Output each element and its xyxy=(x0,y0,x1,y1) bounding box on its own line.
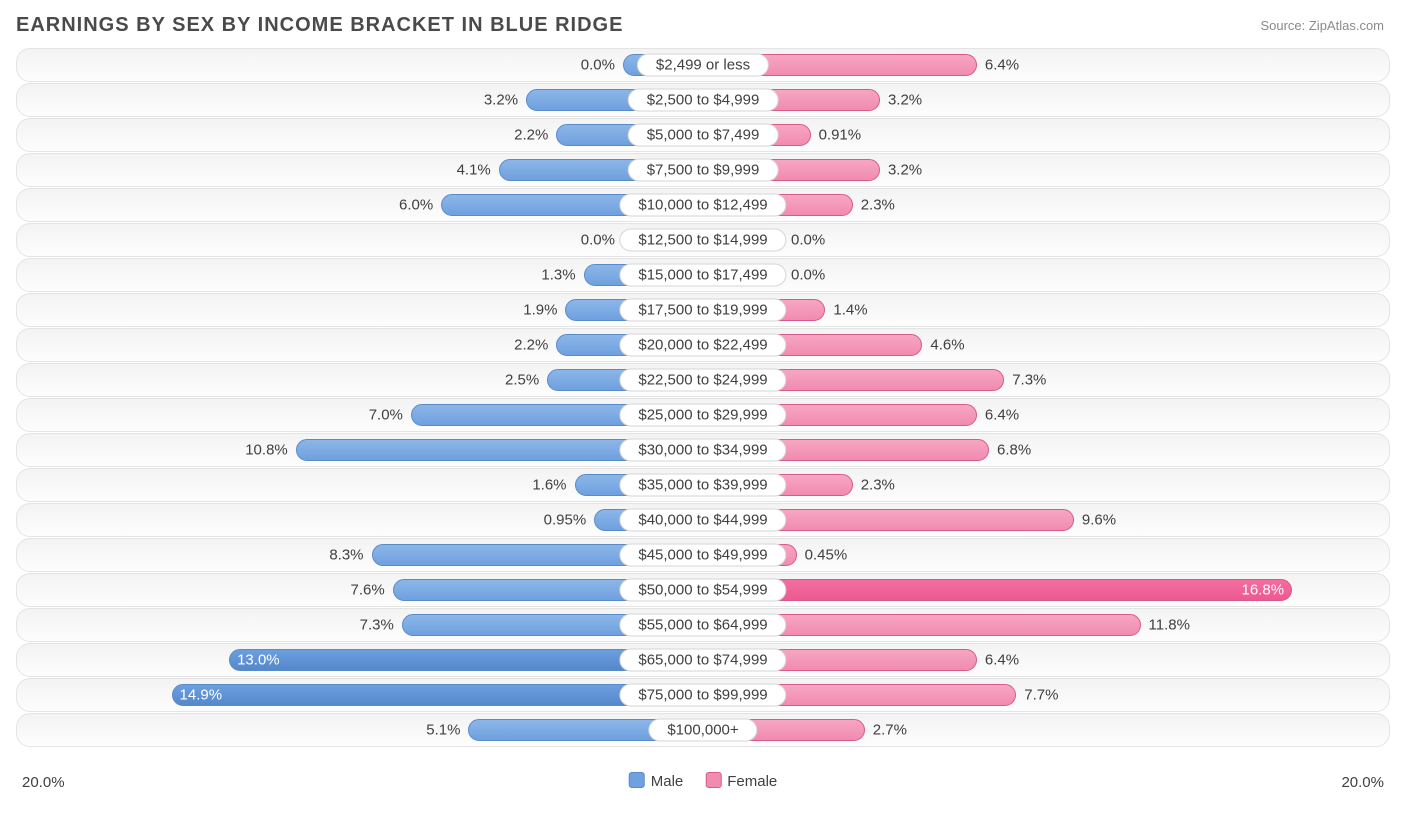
female-value: 7.7% xyxy=(1024,687,1058,704)
bar-row: $25,000 to $29,999 7.0% 6.4% xyxy=(16,398,1390,432)
female-value: 6.4% xyxy=(985,652,1019,669)
bar-row: $2,499 or less 0.0% 6.4% xyxy=(16,48,1390,82)
bar-row: $40,000 to $44,999 0.95% 9.6% xyxy=(16,503,1390,537)
legend-male-label: Male xyxy=(651,773,684,790)
legend-female-label: Female xyxy=(727,773,777,790)
bar-row: $15,000 to $17,499 1.3% 0.0% xyxy=(16,258,1390,292)
bracket-label: $30,000 to $34,999 xyxy=(619,439,786,462)
male-value: 1.9% xyxy=(523,302,557,319)
bracket-label: $2,500 to $4,999 xyxy=(628,89,779,112)
female-value: 16.8% xyxy=(1242,582,1285,599)
female-value: 0.45% xyxy=(805,547,848,564)
female-value: 2.3% xyxy=(861,197,895,214)
chart-title: EARNINGS BY SEX BY INCOME BRACKET IN BLU… xyxy=(16,14,623,37)
bracket-label: $45,000 to $49,999 xyxy=(619,544,786,567)
bar-row: $45,000 to $49,999 8.3% 0.45% xyxy=(16,538,1390,572)
diverging-bar-chart: $2,499 or less 0.0% 6.4% $2,500 to $4,999 3.… xyxy=(16,48,1390,758)
female-value: 0.91% xyxy=(819,127,862,144)
legend: Male Female xyxy=(629,772,778,790)
legend-male: Male xyxy=(629,772,684,790)
bar-row: $12,500 to $14,9990.0%0.0% xyxy=(16,223,1390,257)
male-value: 7.0% xyxy=(369,407,403,424)
bar-row: $10,000 to $12,499 6.0% 2.3% xyxy=(16,188,1390,222)
legend-swatch-male xyxy=(629,772,645,788)
bracket-label: $7,500 to $9,999 xyxy=(628,159,779,182)
bracket-label: $10,000 to $12,499 xyxy=(619,194,786,217)
male-value: 13.0% xyxy=(237,652,280,669)
female-bar xyxy=(703,579,1292,601)
source-attribution: Source: ZipAtlas.com xyxy=(1260,18,1384,33)
male-value: 4.1% xyxy=(457,162,491,179)
bar-row: $20,000 to $22,499 2.2% 4.6% xyxy=(16,328,1390,362)
bracket-label: $75,000 to $99,999 xyxy=(619,684,786,707)
female-value: 11.8% xyxy=(1149,617,1190,634)
bracket-label: $50,000 to $54,999 xyxy=(619,579,786,602)
bar-row: $55,000 to $64,999 7.3% 11.8% xyxy=(16,608,1390,642)
female-value: 2.7% xyxy=(873,722,907,739)
male-value: 5.1% xyxy=(426,722,460,739)
female-value: 0.0% xyxy=(791,267,825,284)
bar-row: $30,000 to $34,999 10.8% 6.8% xyxy=(16,433,1390,467)
bracket-label: $55,000 to $64,999 xyxy=(619,614,786,637)
female-value: 0.0% xyxy=(791,232,825,249)
male-value: 8.3% xyxy=(329,547,363,564)
bar-row: $7,500 to $9,999 4.1% 3.2% xyxy=(16,153,1390,187)
female-value: 6.4% xyxy=(985,57,1019,74)
bar-row: $17,500 to $19,999 1.9% 1.4% xyxy=(16,293,1390,327)
bracket-label: $17,500 to $19,999 xyxy=(619,299,786,322)
bar-row: $50,000 to $54,999 7.6% 16.8% xyxy=(16,573,1390,607)
male-value: 0.0% xyxy=(581,232,615,249)
bar-row: $2,500 to $4,999 3.2% 3.2% xyxy=(16,83,1390,117)
female-value: 6.8% xyxy=(997,442,1031,459)
male-value: 7.3% xyxy=(360,617,394,634)
bar-row: $75,000 to $99,999 14.9% 7.7% xyxy=(16,678,1390,712)
male-value: 2.2% xyxy=(514,337,548,354)
legend-swatch-female xyxy=(705,772,721,788)
female-value: 7.3% xyxy=(1012,372,1046,389)
chart-footer: 20.0% Male Female 20.0% xyxy=(16,768,1390,800)
bracket-label: $2,499 or less xyxy=(637,54,769,77)
bar-row: $35,000 to $39,999 1.6% 2.3% xyxy=(16,468,1390,502)
male-value: 0.95% xyxy=(544,512,587,529)
bracket-label: $35,000 to $39,999 xyxy=(619,474,786,497)
legend-female: Female xyxy=(705,772,777,790)
male-value: 7.6% xyxy=(351,582,385,599)
bar-row: $65,000 to $74,999 13.0% 6.4% xyxy=(16,643,1390,677)
bracket-label: $25,000 to $29,999 xyxy=(619,404,786,427)
bracket-label: $12,500 to $14,999 xyxy=(619,229,786,252)
male-value: 2.5% xyxy=(505,372,539,389)
male-value: 1.6% xyxy=(532,477,566,494)
female-value: 2.3% xyxy=(861,477,895,494)
bracket-label: $100,000+ xyxy=(648,719,757,742)
bracket-label: $15,000 to $17,499 xyxy=(619,264,786,287)
female-value: 4.6% xyxy=(930,337,964,354)
female-value: 6.4% xyxy=(985,407,1019,424)
male-value: 3.2% xyxy=(484,92,518,109)
female-value: 1.4% xyxy=(833,302,867,319)
female-value: 9.6% xyxy=(1082,512,1116,529)
bracket-label: $22,500 to $24,999 xyxy=(619,369,786,392)
bar-row: $5,000 to $7,499 2.2% 0.91% xyxy=(16,118,1390,152)
male-value: 0.0% xyxy=(581,57,615,74)
axis-max-right: 20.0% xyxy=(1341,774,1384,791)
bracket-label: $65,000 to $74,999 xyxy=(619,649,786,672)
male-value: 1.3% xyxy=(541,267,575,284)
bar-row: $22,500 to $24,999 2.5% 7.3% xyxy=(16,363,1390,397)
bracket-label: $40,000 to $44,999 xyxy=(619,509,786,532)
male-value: 2.2% xyxy=(514,127,548,144)
male-value: 14.9% xyxy=(180,687,223,704)
female-value: 3.2% xyxy=(888,92,922,109)
male-value: 6.0% xyxy=(399,197,433,214)
axis-max-left: 20.0% xyxy=(22,774,65,791)
male-value: 10.8% xyxy=(245,442,288,459)
bar-row: $100,000+ 5.1% 2.7% xyxy=(16,713,1390,747)
bracket-label: $20,000 to $22,499 xyxy=(619,334,786,357)
female-value: 3.2% xyxy=(888,162,922,179)
bracket-label: $5,000 to $7,499 xyxy=(628,124,779,147)
